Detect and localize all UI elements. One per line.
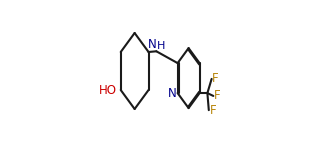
Text: F: F: [212, 72, 219, 85]
Text: H: H: [157, 41, 165, 51]
Text: N: N: [148, 38, 156, 51]
Text: HO: HO: [99, 83, 117, 97]
Text: F: F: [210, 104, 216, 117]
Text: F: F: [214, 89, 221, 102]
Text: N: N: [168, 87, 176, 100]
